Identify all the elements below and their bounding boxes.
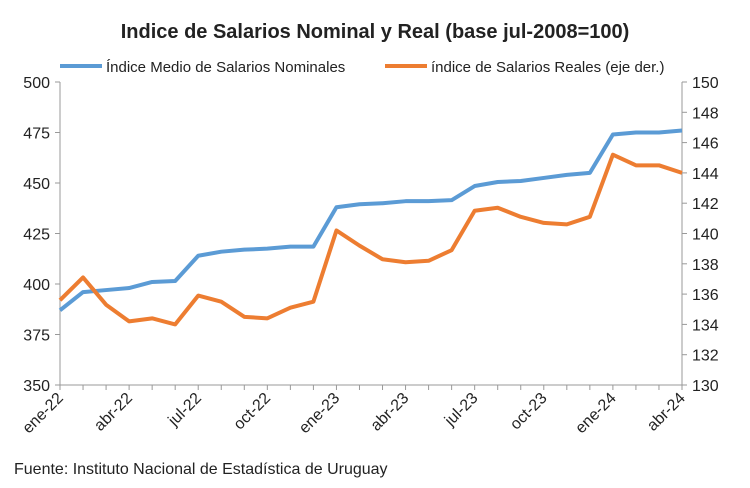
x-tick-label: ene-22 [20, 390, 67, 437]
x-tick-label: jul-22 [165, 390, 205, 430]
y2-tick-label: 140 [692, 227, 719, 244]
x-tick-label: oct-22 [231, 390, 275, 434]
y2-tick-label: 144 [692, 166, 719, 183]
y2-tick-label: 150 [692, 75, 719, 92]
y2-tick-label: 136 [692, 287, 719, 304]
y-tick-label: 400 [23, 277, 50, 294]
x-tick-label: ene-23 [296, 390, 343, 437]
y-tick-label: 500 [23, 75, 50, 92]
source: Fuente: Instituto Nacional de Estadístic… [14, 461, 388, 478]
y2-tick-label: 130 [692, 378, 719, 395]
y-tick-label: 350 [23, 378, 50, 395]
x-tick-label: abr-24 [644, 390, 689, 435]
y2-tick-label: 142 [692, 196, 719, 213]
y-tick-label: 475 [23, 126, 50, 143]
x-tick-label: oct-23 [507, 390, 551, 434]
series-line [58, 128, 683, 312]
y2-tick-label: 148 [692, 105, 719, 122]
y2-tick-label: 134 [692, 317, 719, 334]
y2-tick-label: 138 [692, 257, 719, 274]
legend-label: Índice Medio de Salarios Nominales [106, 59, 345, 76]
series-line [58, 152, 683, 327]
y-tick-label: 375 [23, 328, 50, 345]
x-tick-label: abr-22 [91, 390, 136, 435]
y-tick-label: 425 [23, 227, 50, 244]
y-tick-label: 450 [23, 176, 50, 193]
x-tick-label: jul-23 [441, 390, 481, 430]
chart-title: Indice de Salarios Nominal y Real (base … [121, 21, 630, 43]
x-tick-label: ene-24 [572, 390, 619, 437]
x-tick-label: abr-23 [368, 390, 413, 435]
y2-tick-label: 132 [692, 348, 719, 365]
y2-tick-label: 146 [692, 136, 719, 153]
legend-label: índice de Salarios Reales (eje der.) [431, 59, 664, 76]
